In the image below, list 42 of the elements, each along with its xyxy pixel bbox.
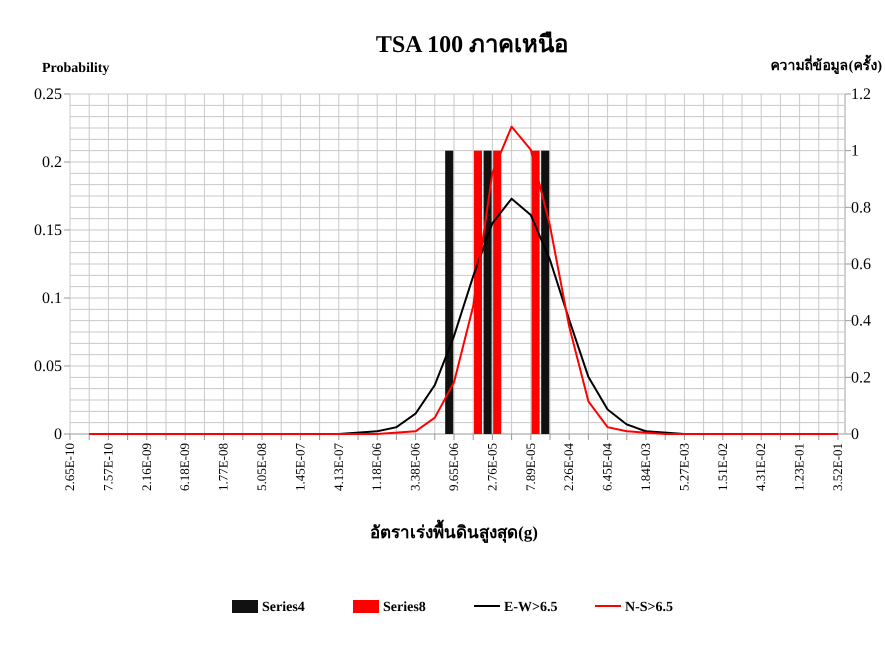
legend-label: Series4 bbox=[262, 600, 305, 615]
legend-label: N-S>6.5 bbox=[625, 600, 674, 615]
y2-tick-label: 0.6 bbox=[851, 256, 871, 273]
x-tick-label: 2.76E-05 bbox=[484, 443, 500, 492]
x-tick-label: 3.52E-01 bbox=[830, 443, 845, 492]
x-tick-label: 4.13E-07 bbox=[330, 442, 346, 492]
y-tick-label: 0.2 bbox=[42, 154, 62, 171]
y2-axis-title: ความถี่ข้อมูล(ครั้ง) bbox=[770, 54, 882, 74]
x-tick-label: 9.65E-06 bbox=[446, 442, 461, 492]
x-tick-label: 1.84E-03 bbox=[638, 443, 653, 492]
y2-tick-label: 0.4 bbox=[851, 312, 871, 330]
x-tick-label: 4.31E-02 bbox=[753, 443, 768, 492]
x-tick-label: 1.45E-07 bbox=[292, 442, 308, 492]
x-tick-label: 2.65E-10 bbox=[62, 443, 77, 492]
x-tick-label: 7.89E-05 bbox=[522, 443, 538, 492]
x-tick-label: 2.16E-09 bbox=[138, 443, 154, 492]
y-tick-label: 0.15 bbox=[34, 222, 62, 239]
x-tick-label: 3.38E-06 bbox=[408, 442, 423, 492]
x-tick-label: 5.27E-03 bbox=[676, 443, 692, 492]
legend-label: Series8 bbox=[383, 600, 426, 615]
y2-tick-label: 1.2 bbox=[851, 86, 871, 103]
x-tick-label: 1.18E-06 bbox=[369, 442, 384, 492]
legend-label: E-W>6.5 bbox=[504, 600, 558, 615]
x-tick-label: 7.57E-10 bbox=[100, 443, 116, 492]
x-tick-label: 6.45E-04 bbox=[600, 442, 615, 492]
y2-tick-label: 0.8 bbox=[851, 199, 871, 216]
x-tick-label: 2.26E-04 bbox=[561, 442, 576, 492]
x-axis-title: อัตราเร่งพื้นดินสูงสุด(g) bbox=[370, 519, 538, 544]
x-tick-label: 1.23E-01 bbox=[792, 443, 807, 492]
y2-tick-label: 1 bbox=[851, 142, 859, 160]
x-tick-label: 5.05E-08 bbox=[254, 443, 269, 492]
x-tick-label: 1.77E-08 bbox=[216, 443, 231, 492]
x-tick-label: 1.51E-02 bbox=[714, 443, 730, 492]
y-tick-label: 0.05 bbox=[34, 358, 62, 375]
x-tick-label: 6.18E-09 bbox=[177, 443, 192, 492]
chart-title: TSA 100 ภาคเหนือ bbox=[376, 31, 568, 58]
y-tick-label: 0 bbox=[54, 426, 62, 443]
y-tick-label: 0.25 bbox=[34, 86, 62, 103]
y-axis-title: Probability bbox=[42, 61, 110, 76]
y-tick-label: 0.1 bbox=[42, 290, 62, 307]
y2-tick-label: 0 bbox=[851, 426, 859, 443]
y2-tick-label: 0.2 bbox=[851, 369, 871, 386]
